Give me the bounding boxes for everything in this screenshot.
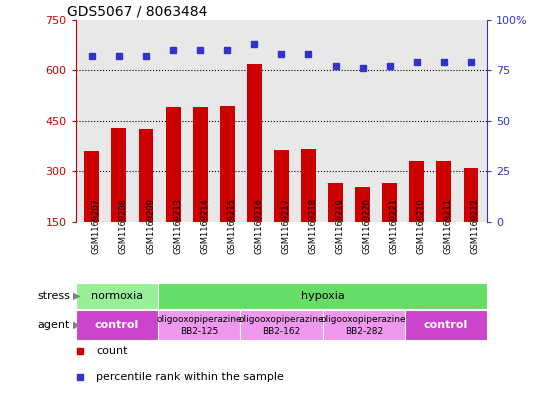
Text: agent: agent bbox=[38, 320, 70, 330]
Text: stress: stress bbox=[37, 291, 70, 301]
Text: GSM1169219: GSM1169219 bbox=[335, 198, 344, 254]
Bar bbox=[240, 310, 323, 340]
Bar bbox=[409, 161, 424, 222]
Text: GSM1169214: GSM1169214 bbox=[200, 198, 209, 254]
Bar bbox=[355, 187, 370, 222]
Text: GSM1169212: GSM1169212 bbox=[471, 198, 480, 254]
Bar bbox=[323, 310, 405, 340]
Bar bbox=[436, 161, 451, 222]
Text: oligooxopiperazine: oligooxopiperazine bbox=[156, 316, 242, 324]
Text: GSM1169209: GSM1169209 bbox=[146, 198, 155, 254]
Text: GSM1169210: GSM1169210 bbox=[417, 198, 426, 254]
Text: GSM1169220: GSM1169220 bbox=[363, 198, 372, 254]
Bar bbox=[85, 151, 99, 222]
Text: control: control bbox=[424, 320, 468, 330]
Text: percentile rank within the sample: percentile rank within the sample bbox=[96, 372, 284, 382]
Bar bbox=[274, 149, 289, 222]
Text: GSM1169218: GSM1169218 bbox=[309, 198, 318, 254]
Bar bbox=[328, 183, 343, 222]
Bar bbox=[382, 183, 397, 222]
Text: GSM1169221: GSM1169221 bbox=[390, 198, 399, 254]
Text: count: count bbox=[96, 346, 128, 356]
Bar bbox=[138, 129, 153, 222]
Bar bbox=[158, 283, 487, 309]
Bar bbox=[111, 128, 127, 222]
Text: BB2-125: BB2-125 bbox=[180, 327, 218, 336]
Bar bbox=[76, 283, 158, 309]
Text: control: control bbox=[95, 320, 139, 330]
Text: ▶: ▶ bbox=[73, 320, 80, 330]
Text: oligooxopiperazine: oligooxopiperazine bbox=[239, 316, 324, 324]
Text: hypoxia: hypoxia bbox=[301, 291, 344, 301]
Text: normoxia: normoxia bbox=[91, 291, 143, 301]
Bar bbox=[166, 107, 180, 222]
Bar bbox=[76, 310, 158, 340]
Text: GSM1169215: GSM1169215 bbox=[227, 198, 236, 254]
Text: BB2-282: BB2-282 bbox=[344, 327, 383, 336]
Text: GSM1169208: GSM1169208 bbox=[119, 198, 128, 254]
Text: GSM1169211: GSM1169211 bbox=[444, 198, 453, 254]
Bar bbox=[193, 107, 208, 222]
Bar bbox=[405, 310, 487, 340]
Bar bbox=[464, 168, 478, 222]
Text: GDS5067 / 8063484: GDS5067 / 8063484 bbox=[67, 4, 208, 18]
Bar bbox=[247, 64, 262, 222]
Bar bbox=[158, 310, 240, 340]
Text: ▶: ▶ bbox=[73, 291, 80, 301]
Text: GSM1169207: GSM1169207 bbox=[92, 198, 101, 254]
Text: GSM1169216: GSM1169216 bbox=[254, 198, 263, 254]
Text: oligooxopiperazine: oligooxopiperazine bbox=[321, 316, 407, 324]
Text: GSM1169213: GSM1169213 bbox=[173, 198, 182, 254]
Text: BB2-162: BB2-162 bbox=[262, 327, 301, 336]
Bar bbox=[220, 106, 235, 222]
Bar bbox=[301, 149, 316, 222]
Text: GSM1169217: GSM1169217 bbox=[281, 198, 291, 254]
